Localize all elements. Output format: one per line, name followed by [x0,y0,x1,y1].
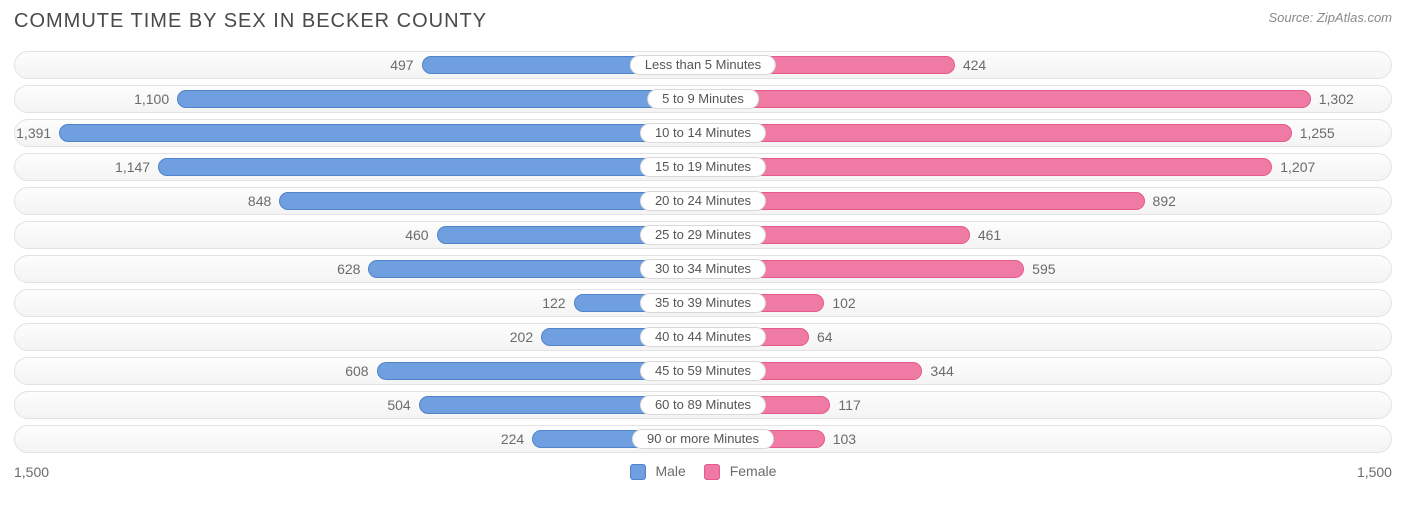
category-pill: 35 to 39 Minutes [640,293,766,313]
male-value: 504 [387,397,410,413]
category-pill: 25 to 29 Minutes [640,225,766,245]
chart-row: 1,147 1,207 15 to 19 Minutes [14,153,1392,181]
male-half: 1,100 [15,86,703,112]
chart-footer: 1,500 Male Female 1,500 [14,463,1392,480]
female-half: 461 [703,222,1391,248]
male-bar [158,158,703,176]
female-bar [703,158,1272,176]
category-pill: 90 or more Minutes [632,429,774,449]
female-value: 595 [1032,261,1055,277]
legend-female-label: Female [730,463,777,479]
commute-chart: COMMUTE TIME BY SEX IN BECKER COUNTY Sou… [0,0,1406,523]
category-pill: 30 to 34 Minutes [640,259,766,279]
female-value: 344 [930,363,953,379]
female-value: 102 [832,295,855,311]
male-half: 497 [15,52,703,78]
female-half: 1,302 [703,86,1391,112]
male-half: 628 [15,256,703,282]
male-bar [177,90,703,108]
male-half: 608 [15,358,703,384]
male-value: 224 [501,431,524,447]
male-value: 1,100 [134,91,169,107]
category-pill: 40 to 44 Minutes [640,327,766,347]
legend: Male Female [630,463,777,480]
male-value: 1,391 [16,125,51,141]
male-half: 504 [15,392,703,418]
male-half: 224 [15,426,703,452]
female-value: 424 [963,57,986,73]
male-half: 202 [15,324,703,350]
chart-row: 608 344 45 to 59 Minutes [14,357,1392,385]
female-half: 117 [703,392,1391,418]
female-value: 892 [1153,193,1176,209]
legend-male-label: Male [655,463,685,479]
female-half: 103 [703,426,1391,452]
female-half: 424 [703,52,1391,78]
female-half: 1,207 [703,154,1391,180]
category-pill: 10 to 14 Minutes [640,123,766,143]
axis-max-left: 1,500 [14,464,49,480]
male-swatch-icon [630,464,646,480]
axis-max-right: 1,500 [1357,464,1392,480]
chart-row: 1,100 1,302 5 to 9 Minutes [14,85,1392,113]
category-pill: Less than 5 Minutes [630,55,776,75]
category-pill: 5 to 9 Minutes [647,89,759,109]
legend-female: Female [704,463,777,480]
female-value: 461 [978,227,1001,243]
female-half: 892 [703,188,1391,214]
category-pill: 45 to 59 Minutes [640,361,766,381]
female-value: 1,207 [1280,159,1315,175]
female-swatch-icon [704,464,720,480]
male-value: 497 [390,57,413,73]
chart-row: 504 117 60 to 89 Minutes [14,391,1392,419]
chart-row: 122 102 35 to 39 Minutes [14,289,1392,317]
male-half: 1,391 [15,120,703,146]
chart-row: 848 892 20 to 24 Minutes [14,187,1392,215]
female-bar [703,90,1311,108]
male-bar [59,124,703,142]
chart-source: Source: ZipAtlas.com [1268,10,1392,25]
chart-header: COMMUTE TIME BY SEX IN BECKER COUNTY Sou… [14,10,1392,33]
female-half: 64 [703,324,1391,350]
chart-row: 497 424 Less than 5 Minutes [14,51,1392,79]
chart-row: 224 103 90 or more Minutes [14,425,1392,453]
male-half: 122 [15,290,703,316]
female-half: 1,255 [703,120,1391,146]
male-half: 460 [15,222,703,248]
male-half: 1,147 [15,154,703,180]
category-pill: 60 to 89 Minutes [640,395,766,415]
female-value: 117 [838,397,860,413]
female-value: 1,255 [1300,125,1335,141]
male-value: 848 [248,193,271,209]
male-value: 202 [510,329,533,345]
male-value: 1,147 [115,159,150,175]
chart-title: COMMUTE TIME BY SEX IN BECKER COUNTY [14,10,487,33]
female-half: 102 [703,290,1391,316]
male-value: 460 [405,227,428,243]
male-half: 848 [15,188,703,214]
male-value: 122 [542,295,565,311]
female-value: 64 [817,329,833,345]
male-value: 628 [337,261,360,277]
chart-row: 202 64 40 to 44 Minutes [14,323,1392,351]
female-half: 595 [703,256,1391,282]
legend-male: Male [630,463,686,480]
female-half: 344 [703,358,1391,384]
female-value: 1,302 [1319,91,1354,107]
chart-row: 628 595 30 to 34 Minutes [14,255,1392,283]
female-bar [703,124,1292,142]
chart-row: 1,391 1,255 10 to 14 Minutes [14,119,1392,147]
chart-row: 460 461 25 to 29 Minutes [14,221,1392,249]
male-value: 608 [345,363,368,379]
female-bar [703,192,1145,210]
category-pill: 20 to 24 Minutes [640,191,766,211]
female-value: 103 [833,431,856,447]
chart-rows: 497 424 Less than 5 Minutes 1,100 1,302 5 to … [14,51,1392,453]
category-pill: 15 to 19 Minutes [640,157,766,177]
